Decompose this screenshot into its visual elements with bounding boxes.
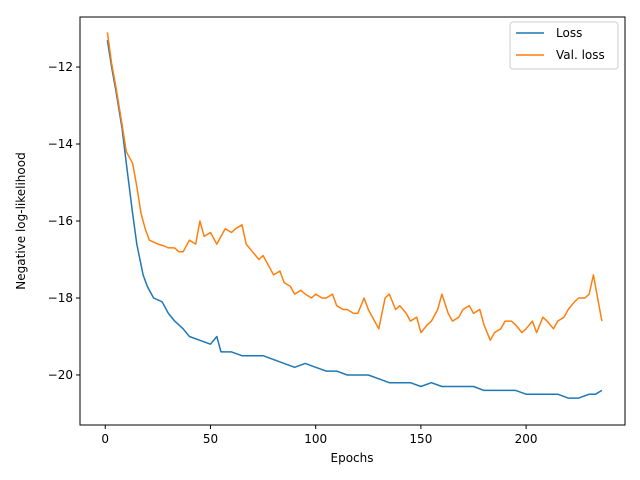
y-axis-label: Negative log-likelihood	[14, 152, 28, 289]
x-axis-label: Epochs	[331, 451, 374, 465]
y-tick-label: −16	[48, 214, 73, 228]
y-tick-label: −14	[48, 137, 73, 151]
y-tick-label: −20	[48, 368, 73, 382]
legend: Loss Val. loss	[509, 21, 619, 70]
x-tick-label: 200	[515, 432, 538, 446]
legend-label-loss: Loss	[556, 26, 582, 40]
y-tick-label: −12	[48, 60, 73, 74]
y-tick-label: −18	[48, 291, 73, 305]
x-tick-label: 0	[101, 432, 109, 446]
x-tick-label: 100	[304, 432, 327, 446]
series-line-val-loss	[106, 32, 603, 342]
plot-lines	[106, 32, 603, 399]
x-tick-label: 150	[409, 432, 432, 446]
series-line-loss	[106, 39, 603, 399]
x-axis-ticks: 0 50 100 150 200	[101, 425, 538, 446]
legend-label-val-loss: Val. loss	[556, 48, 605, 62]
axes-frame	[79, 16, 626, 426]
y-axis-ticks: −20 −18 −16 −14 −12	[48, 60, 80, 382]
x-tick-label: 50	[203, 432, 218, 446]
